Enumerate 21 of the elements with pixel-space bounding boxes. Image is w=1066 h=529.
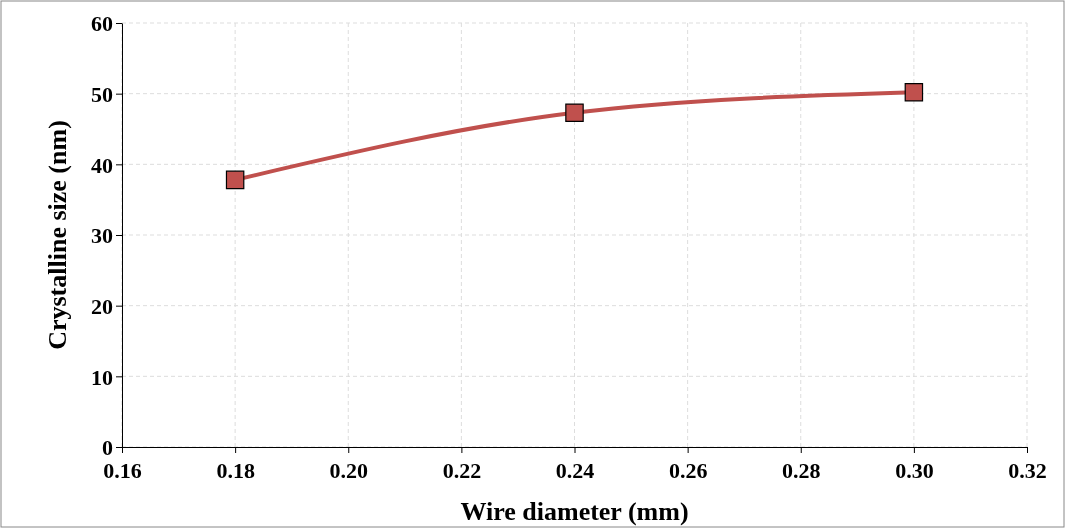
y-tick-label: 10	[91, 364, 113, 390]
x-tick-label: 0.32	[1008, 458, 1047, 483]
y-tick-label: 60	[91, 11, 113, 37]
x-tick-label: 0.18	[216, 458, 255, 483]
y-tick-label: 20	[91, 293, 113, 319]
point	[225, 170, 245, 190]
x-tick-label: 0.22	[442, 458, 482, 483]
y-tick-label: 40	[91, 152, 113, 178]
x-tick-label: 0.20	[329, 458, 368, 483]
point	[565, 103, 584, 123]
x-tick-label: 0.30	[895, 458, 934, 483]
x-axis-title: Wire diameter (mm)	[460, 497, 689, 526]
x-tick-label: 0.26	[668, 458, 708, 483]
point	[904, 82, 924, 102]
x-tick-label: 0.28	[782, 458, 821, 483]
x-tick-label: 0.16	[103, 458, 142, 483]
y-axis-title: Crystalline size (nm)	[43, 120, 72, 350]
y-tick-label: 50	[91, 81, 113, 107]
y-tick-label: 30	[91, 223, 113, 249]
y-tick-label: 0	[102, 435, 113, 461]
x-tick-label: 0.24	[555, 458, 595, 483]
